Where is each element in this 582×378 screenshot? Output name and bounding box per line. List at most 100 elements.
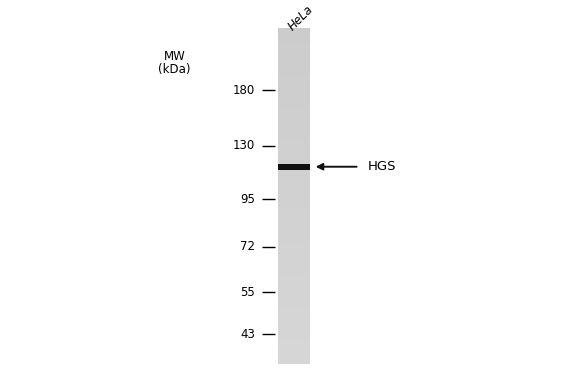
Bar: [278, 313, 310, 314]
Bar: [278, 347, 310, 348]
Bar: [278, 161, 310, 162]
Bar: [278, 355, 310, 356]
Bar: [278, 47, 310, 48]
Bar: [278, 51, 310, 53]
Bar: [278, 92, 310, 93]
Text: 95: 95: [240, 193, 255, 206]
Bar: [278, 219, 310, 220]
Bar: [278, 288, 310, 289]
Bar: [278, 78, 310, 79]
Bar: [278, 110, 310, 111]
Bar: [278, 262, 310, 263]
Bar: [278, 299, 310, 300]
Bar: [278, 65, 310, 66]
Bar: [278, 45, 310, 46]
Bar: [278, 43, 310, 44]
Bar: [278, 216, 310, 217]
Bar: [278, 197, 310, 198]
Bar: [278, 285, 310, 287]
Bar: [278, 102, 310, 103]
Bar: [278, 353, 310, 355]
Bar: [278, 146, 310, 147]
Bar: [278, 168, 310, 169]
Bar: [278, 233, 310, 234]
Bar: [278, 144, 310, 146]
Bar: [278, 276, 310, 277]
Bar: [278, 182, 310, 183]
Bar: [278, 335, 310, 336]
Bar: [278, 342, 310, 344]
Bar: [278, 85, 310, 86]
Text: (kDa): (kDa): [158, 63, 191, 76]
Bar: [278, 81, 310, 82]
Bar: [278, 164, 310, 170]
Bar: [278, 200, 310, 201]
Bar: [278, 207, 310, 208]
Bar: [278, 253, 310, 254]
Bar: [278, 178, 310, 179]
Bar: [278, 279, 310, 280]
Bar: [278, 220, 310, 222]
Bar: [278, 289, 310, 290]
Bar: [278, 179, 310, 180]
Bar: [278, 171, 310, 172]
Bar: [278, 312, 310, 313]
Bar: [278, 277, 310, 279]
Text: HeLa: HeLa: [285, 3, 315, 34]
Bar: [278, 296, 310, 297]
Bar: [278, 272, 310, 273]
Bar: [278, 77, 310, 78]
Bar: [278, 352, 310, 353]
Bar: [278, 264, 310, 265]
Bar: [278, 120, 310, 121]
Bar: [278, 164, 310, 166]
Bar: [278, 192, 310, 194]
Bar: [278, 227, 310, 228]
Bar: [278, 214, 310, 215]
Bar: [278, 263, 310, 264]
Bar: [278, 345, 310, 347]
Bar: [278, 190, 310, 191]
Bar: [278, 36, 310, 37]
Bar: [278, 314, 310, 316]
Bar: [278, 333, 310, 335]
Bar: [278, 310, 310, 311]
Bar: [278, 259, 310, 260]
Bar: [278, 172, 310, 174]
Bar: [278, 245, 310, 246]
Bar: [278, 305, 310, 307]
Bar: [278, 134, 310, 135]
Bar: [278, 73, 310, 74]
Bar: [278, 281, 310, 282]
Bar: [278, 323, 310, 324]
Bar: [278, 255, 310, 256]
Bar: [278, 283, 310, 284]
Bar: [278, 302, 310, 303]
Bar: [278, 280, 310, 281]
Bar: [278, 198, 310, 199]
Bar: [278, 284, 310, 285]
Bar: [278, 189, 310, 190]
Bar: [278, 209, 310, 210]
Bar: [278, 349, 310, 350]
Bar: [278, 158, 310, 159]
Bar: [278, 119, 310, 120]
Bar: [278, 195, 310, 196]
Bar: [278, 150, 310, 151]
Bar: [278, 238, 310, 239]
Text: 130: 130: [233, 139, 255, 152]
Bar: [278, 358, 310, 359]
Bar: [278, 115, 310, 116]
Bar: [278, 54, 310, 55]
Bar: [278, 234, 310, 235]
Text: 72: 72: [240, 240, 255, 253]
Bar: [278, 232, 310, 233]
Bar: [278, 186, 310, 187]
Bar: [278, 320, 310, 321]
Bar: [278, 118, 310, 119]
Bar: [278, 128, 310, 129]
Bar: [278, 38, 310, 39]
Bar: [278, 111, 310, 112]
Bar: [278, 282, 310, 283]
Bar: [278, 122, 310, 123]
